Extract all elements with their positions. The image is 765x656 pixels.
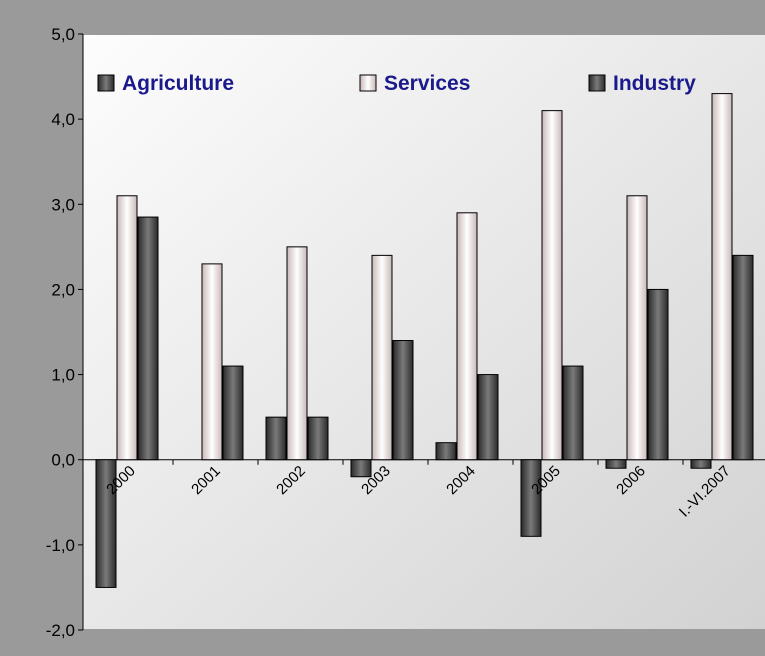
legend-swatch-services — [359, 74, 377, 92]
y-tick-label: 4,0 — [51, 110, 75, 129]
legend: Agriculture Services Industry — [97, 72, 696, 95]
bar-services — [541, 110, 563, 461]
bar-industry — [562, 365, 584, 461]
bar-industry — [392, 340, 414, 461]
y-tick-label: -2,0 — [46, 621, 75, 640]
bar-services — [456, 212, 478, 461]
bar-industry — [647, 288, 669, 461]
bar-agriculture — [265, 416, 287, 461]
bar-services — [286, 246, 308, 461]
bar-agriculture — [605, 459, 627, 469]
bar-services — [201, 263, 223, 461]
bar-services — [116, 195, 138, 461]
legend-swatch-industry — [588, 74, 606, 92]
legend-label-services: Services — [384, 72, 470, 95]
bar-services — [626, 195, 648, 461]
bar-agriculture — [435, 442, 457, 461]
legend-label-agriculture: Agriculture — [122, 72, 234, 95]
y-tick-label: 5,0 — [51, 25, 75, 44]
y-tick-label: 2,0 — [51, 280, 75, 299]
bar-agriculture — [350, 459, 372, 478]
bar-industry — [732, 254, 754, 461]
y-tick-label: 0,0 — [51, 451, 75, 470]
bar-industry — [307, 416, 329, 461]
bar-agriculture — [690, 459, 712, 469]
y-tick-label: 3,0 — [51, 195, 75, 214]
bar-industry — [222, 365, 244, 461]
bar-agriculture — [95, 459, 117, 588]
bar-services — [711, 93, 733, 461]
bar-industry — [477, 374, 499, 461]
bars — [95, 93, 754, 588]
y-tick-label: 1,0 — [51, 366, 75, 385]
legend-swatch-agriculture — [97, 74, 115, 92]
y-tick-label: -1,0 — [46, 536, 75, 555]
bar-services — [371, 254, 393, 461]
bar-industry — [137, 216, 159, 461]
y-axis: -2,0 -1,0 0,0 1,0 2,0 3,0 4,0 5,0 — [46, 25, 84, 640]
bar-agriculture — [520, 459, 542, 537]
legend-label-industry: Industry — [613, 72, 696, 95]
